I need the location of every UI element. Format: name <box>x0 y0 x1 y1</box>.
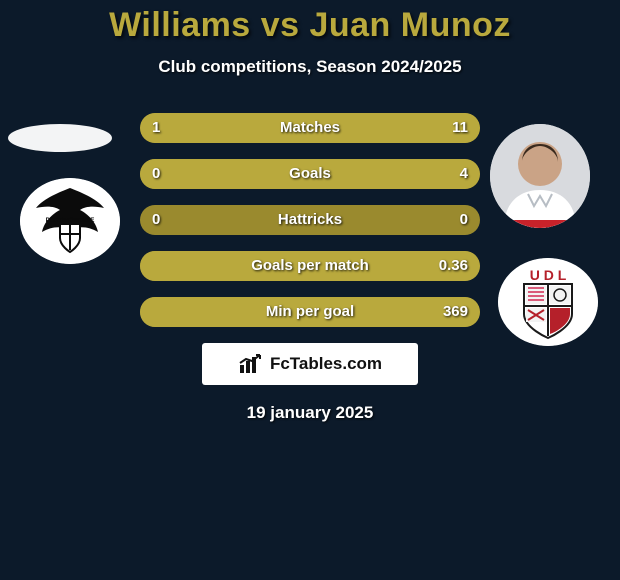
comparison-card: Williams vs Juan Munoz Club competitions… <box>0 0 620 580</box>
stat-value-right: 369 <box>443 297 468 327</box>
stat-value-right: 0.36 <box>439 251 468 281</box>
stat-label: Min per goal <box>140 297 480 327</box>
page-title: Williams vs Juan Munoz <box>0 6 620 45</box>
title-vs: vs <box>261 6 300 44</box>
player2-avatar <box>490 124 590 228</box>
club-crest-icon: U D L <box>498 258 598 346</box>
stat-label: Goals <box>140 159 480 189</box>
svg-text:PORTIMONENSE: PORTIMONENSE <box>46 218 95 224</box>
brand-label: FcTables.com <box>270 354 382 374</box>
stat-row: 0Hattricks0 <box>140 205 480 235</box>
player1-club-logo: PORTIMONENSE <box>20 178 120 264</box>
stat-value-right: 4 <box>460 159 468 189</box>
title-player2: Juan Munoz <box>309 6 510 44</box>
stats-list: 1Matches110Goals40Hattricks0Goals per ma… <box>140 113 480 327</box>
title-player1: Williams <box>109 6 251 44</box>
player1-avatar <box>8 124 112 152</box>
brand-box[interactable]: FcTables.com <box>202 343 418 385</box>
stat-row: Goals per match0.36 <box>140 251 480 281</box>
stat-row: 1Matches11 <box>140 113 480 143</box>
subtitle: Club competitions, Season 2024/2025 <box>0 57 620 77</box>
player2-club-logo: U D L <box>498 258 598 346</box>
stat-label: Matches <box>140 113 480 143</box>
bar-chart-icon <box>238 353 264 375</box>
club-crest-icon: PORTIMONENSE <box>20 178 120 264</box>
svg-text:U D L: U D L <box>530 267 567 283</box>
stat-label: Hattricks <box>140 205 480 235</box>
player-photo-icon <box>490 124 590 228</box>
stat-row: 0Goals4 <box>140 159 480 189</box>
stat-value-right: 0 <box>460 205 468 235</box>
stat-value-right: 11 <box>452 113 468 143</box>
stat-label: Goals per match <box>140 251 480 281</box>
stat-row: Min per goal369 <box>140 297 480 327</box>
date-label: 19 january 2025 <box>0 403 620 423</box>
